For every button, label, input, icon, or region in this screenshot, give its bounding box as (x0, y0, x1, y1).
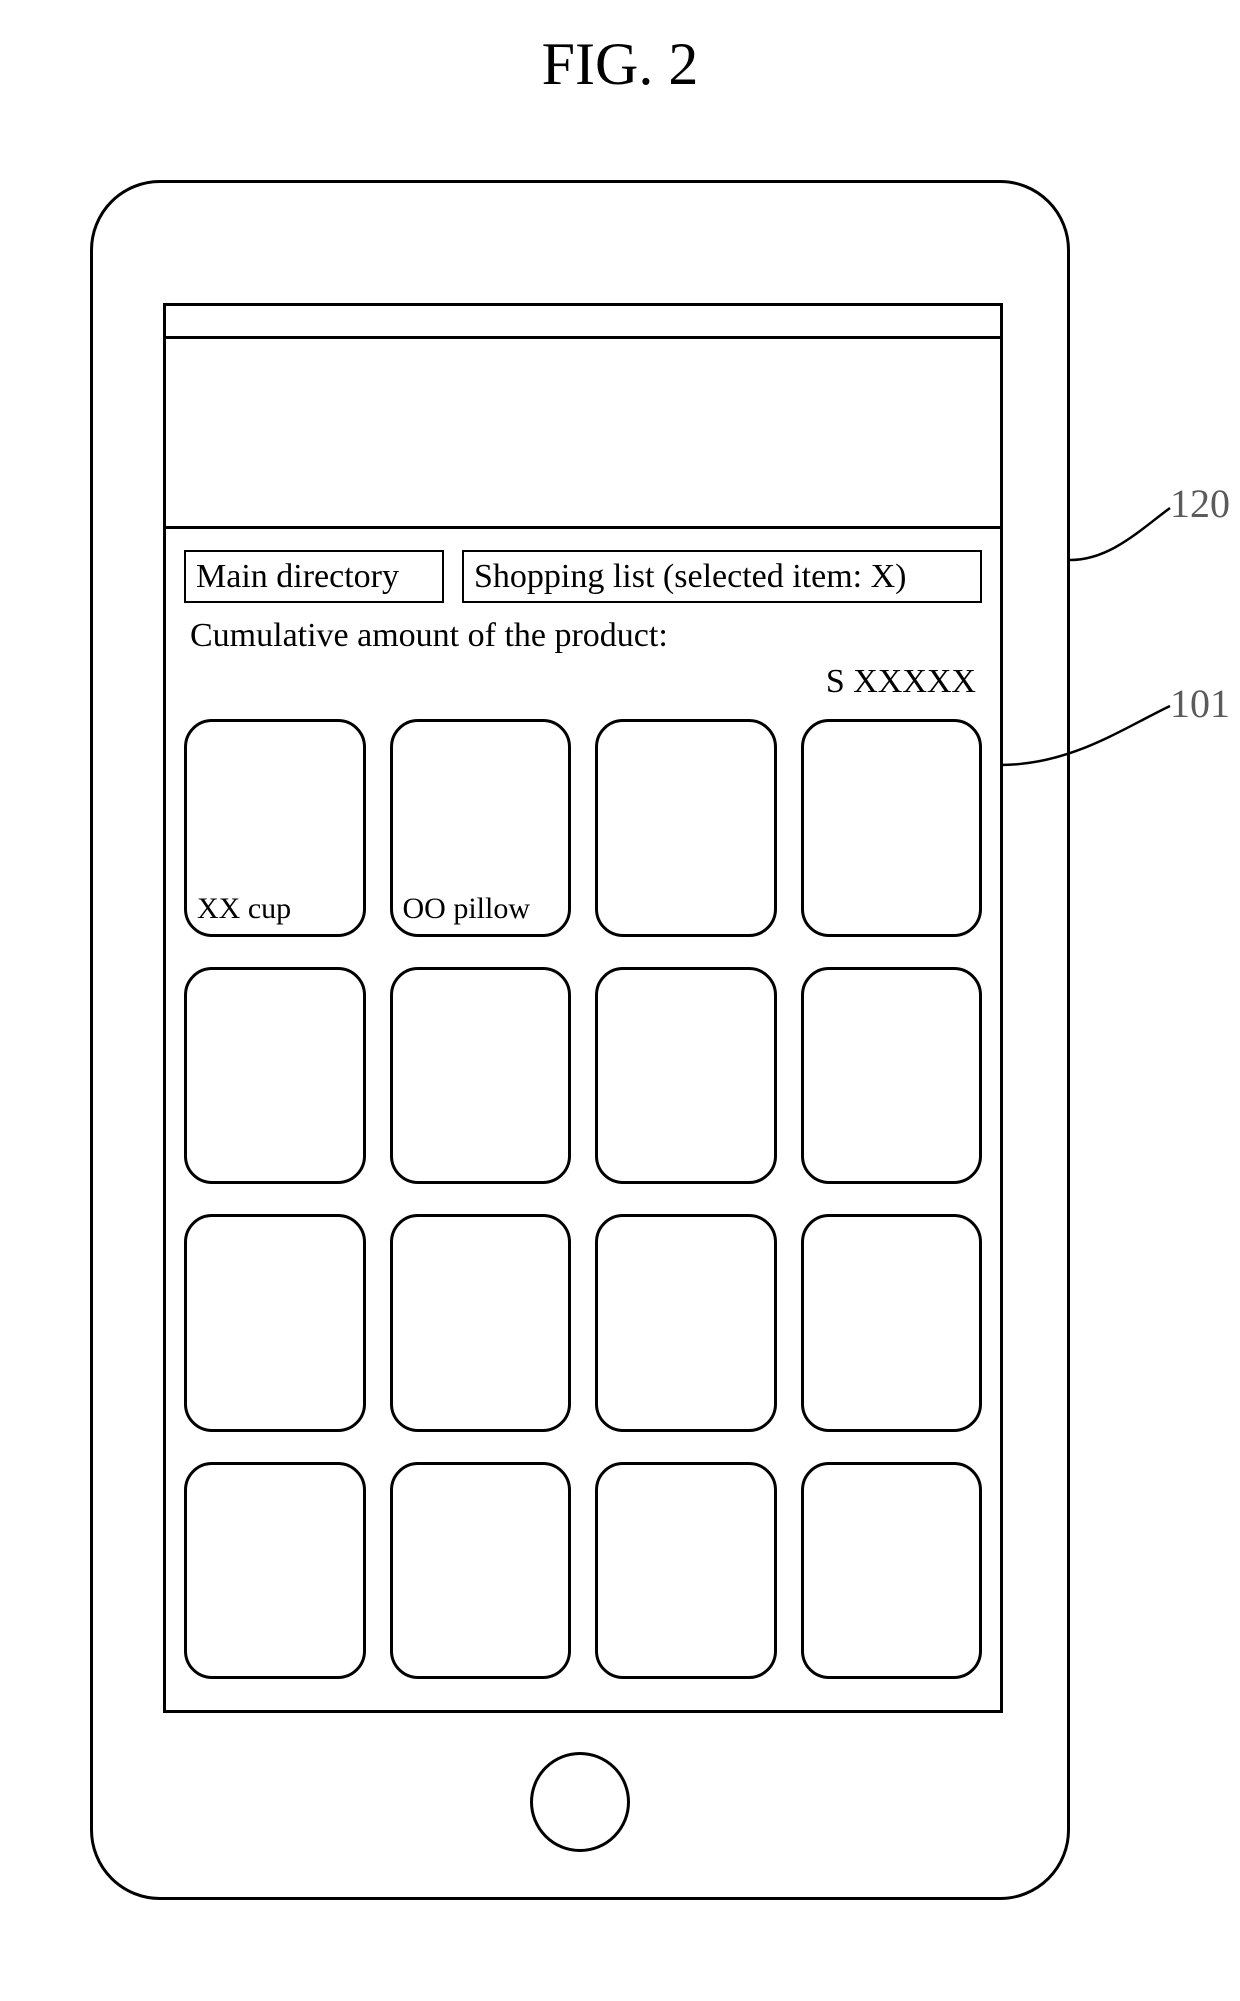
product-tile[interactable] (390, 1214, 572, 1432)
tab-shopping-list[interactable]: Shopping list (selected item: X) (462, 550, 982, 603)
product-tile[interactable] (184, 967, 366, 1185)
callout-label-120: 120 (1170, 480, 1230, 527)
tab-main-directory[interactable]: Main directory (184, 550, 444, 603)
product-tile[interactable] (595, 967, 777, 1185)
product-tile[interactable] (801, 1214, 983, 1432)
cumulative-amount-label: Cumulative amount of the product: (190, 617, 982, 655)
product-tile[interactable] (184, 1462, 366, 1680)
callout-leader-101 (1000, 700, 1180, 790)
content-area: Main directory Shopping list (selected i… (166, 536, 1000, 1697)
product-tile[interactable] (595, 1462, 777, 1680)
product-tile[interactable] (595, 719, 777, 937)
header-divider (166, 526, 1000, 529)
product-tile[interactable] (184, 1214, 366, 1432)
figure-title: FIG. 2 (0, 30, 1240, 99)
status-bar-divider (166, 336, 1000, 339)
phone-frame: Main directory Shopping list (selected i… (90, 180, 1070, 1900)
product-tile-label: XX cup (197, 892, 291, 926)
tabs-row: Main directory Shopping list (selected i… (184, 550, 982, 603)
product-tile[interactable] (801, 1462, 983, 1680)
product-tile[interactable]: OO pillow (390, 719, 572, 937)
callout-label-101: 101 (1170, 680, 1230, 727)
product-tile[interactable]: XX cup (184, 719, 366, 937)
product-tile[interactable] (801, 719, 983, 937)
product-grid: XX cup OO pillow (184, 719, 982, 1679)
product-tile[interactable] (801, 967, 983, 1185)
cumulative-amount-value: S XXXXX (184, 663, 976, 701)
product-tile[interactable] (390, 967, 572, 1185)
home-button[interactable] (530, 1752, 630, 1852)
callout-leader-120 (1070, 500, 1180, 580)
product-tile[interactable] (595, 1214, 777, 1432)
product-tile[interactable] (390, 1462, 572, 1680)
phone-screen: Main directory Shopping list (selected i… (163, 303, 1003, 1713)
product-tile-label: OO pillow (403, 892, 531, 926)
